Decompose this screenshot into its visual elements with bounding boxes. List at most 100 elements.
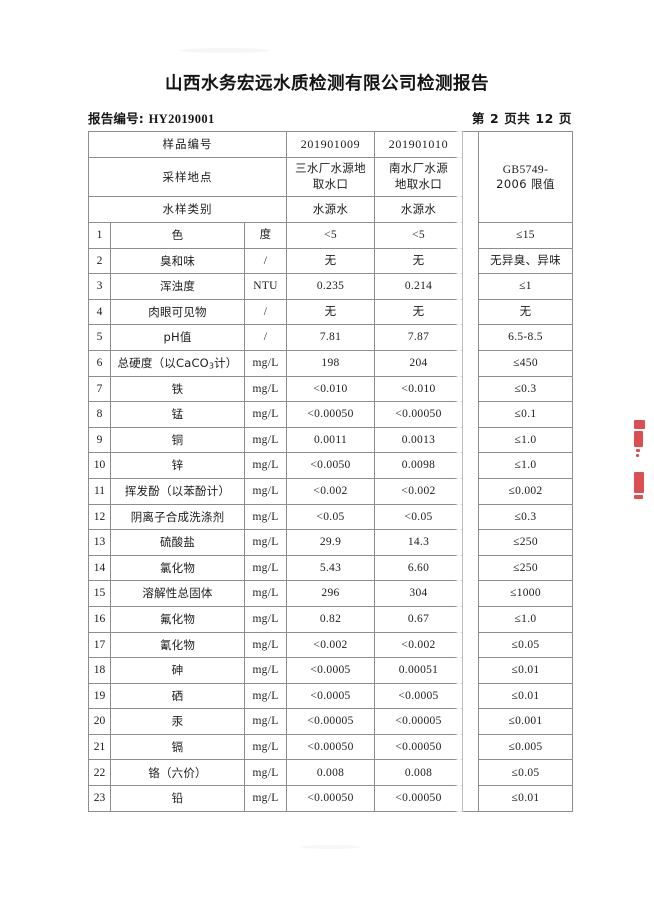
sample-1-value: 0.0011 — [286, 426, 375, 454]
sample-2-value: <0.00050 — [374, 401, 463, 428]
sample-1-value: <0.010 — [286, 375, 375, 403]
table-row: 14 氯化物 mg/L 5.43 6.60 ≤250 — [88, 554, 573, 582]
sample-1-value: 198 — [286, 349, 375, 377]
standard-limit: ≤0.01 — [478, 682, 573, 710]
standard-limit: ≤15 — [478, 222, 573, 249]
table-row: 2 臭和味 / 无无无异臭、异味 — [88, 247, 573, 275]
page-indicator: 第 2 页共 12 页 — [471, 111, 572, 126]
parameter-name: 氰化物 — [110, 631, 245, 659]
sample-2-value: 0.008 — [374, 759, 463, 787]
row-index: 6 — [88, 349, 111, 377]
sample-2-value: <0.0005 — [374, 682, 463, 710]
sample-2-number: 201901010 — [374, 131, 463, 158]
sample-1-value: <0.00050 — [286, 733, 375, 761]
parameter-name: 总硬度（以CaCO3计） — [110, 349, 245, 377]
sample-1-value: <0.002 — [286, 631, 375, 659]
row-index: 8 — [88, 401, 111, 428]
table-row: 22 铬（六价） mg/L 0.008 0.008 ≤0.05 — [88, 759, 573, 787]
row-index: 13 — [88, 529, 111, 556]
parameter-name: 铅 — [110, 785, 245, 812]
sample-2-value: 204 — [374, 349, 463, 377]
sample-2-value: 0.00051 — [374, 657, 463, 684]
parameter-unit: / — [244, 324, 287, 351]
table-row: 21 镉 mg/L <0.00050 <0.00050 ≤0.005 — [88, 733, 573, 761]
sample-2-site: 南水厂水源 地取水口 — [374, 157, 463, 197]
report-number: 报告编号: HY2019001 — [88, 108, 215, 127]
sample-1-value: 0.008 — [286, 759, 375, 787]
standard-limit: ≤0.05 — [478, 631, 573, 659]
standard-limit: 无异臭、异味 — [478, 247, 573, 275]
sample-2-value: 0.0013 — [374, 426, 463, 454]
report-header-line: 报告编号: HY2019001 第 2 页共 12 页 — [88, 108, 572, 127]
standard-limit: ≤0.001 — [478, 708, 573, 735]
standard-limit: ≤450 — [478, 349, 573, 377]
sample-1-value: 无 — [286, 247, 375, 275]
table-row: 4 肉眼可见物 / 无无无 — [88, 298, 573, 326]
row-index: 11 — [88, 477, 111, 505]
table-row: 12 阴离子合成洗涤剂 mg/L <0.05 <0.05 ≤0.3 — [88, 503, 573, 531]
sample-1-value: 7.81 — [286, 324, 375, 351]
parameter-unit: 度 — [244, 222, 287, 249]
standard-limit: ≤250 — [478, 554, 573, 582]
parameter-unit: mg/L — [244, 401, 287, 428]
row-index: 23 — [88, 785, 111, 812]
standard-limit: ≤0.01 — [478, 657, 573, 684]
standard-limit: ≤0.002 — [478, 477, 573, 505]
standard-limit: ≤1000 — [478, 580, 573, 607]
table-body: 样品编号 201901009 201901010 GB5749- 2006 限值… — [88, 131, 573, 812]
sampling-site-label: 采样地点 — [88, 157, 287, 197]
row-index: 16 — [88, 605, 111, 633]
parameter-name: 铬（六价） — [110, 759, 245, 787]
sample-2-value: 无 — [374, 247, 463, 275]
sample-1-value: <0.00050 — [286, 401, 375, 428]
sample-1-value: <0.0050 — [286, 452, 375, 479]
parameter-unit: mg/L — [244, 605, 287, 633]
parameter-unit: mg/L — [244, 759, 287, 787]
parameter-unit: mg/L — [244, 657, 287, 684]
sample-2-value: <0.00005 — [374, 708, 463, 735]
standard-limit: ≤0.1 — [478, 401, 573, 428]
row-index: 1 — [88, 222, 111, 249]
parameter-unit: mg/L — [244, 503, 287, 531]
header-row-water-type: 水样类别 水源水 水源水 — [88, 196, 573, 223]
standard-limit: ≤1.0 — [478, 452, 573, 479]
row-index: 4 — [88, 298, 111, 326]
parameter-name: 汞 — [110, 708, 245, 735]
standard-line-1: GB5749- — [502, 163, 549, 176]
sample-1-value: 0.235 — [286, 273, 375, 300]
table-row: 9 铜 mg/L 0.0011 0.0013 ≤1.0 — [88, 426, 573, 454]
row-index: 7 — [88, 375, 111, 403]
report-number-label: 报告编号: — [88, 111, 144, 126]
row-index: 15 — [88, 580, 111, 607]
sample-1-water-type: 水源水 — [286, 196, 375, 223]
standard-limit-header: GB5749- 2006 限值 — [478, 131, 573, 223]
parameter-name: 锰 — [110, 401, 245, 428]
scan-artifact-2 — [300, 845, 360, 849]
standard-limit: 无 — [478, 298, 573, 326]
standard-limit: ≤1 — [478, 273, 573, 300]
sample-2-site-line2: 地取水口 — [394, 177, 443, 191]
table-row: 18 砷 mg/L <0.0005 0.00051 ≤0.01 — [88, 657, 573, 684]
sample-1-value: <0.00005 — [286, 708, 375, 735]
parameter-name: 硒 — [110, 682, 245, 710]
sample-1-value: 29.9 — [286, 529, 375, 556]
table-row: 1 色度 <5 <5 ≤15 — [88, 222, 573, 249]
standard-limit: ≤250 — [478, 529, 573, 556]
parameter-name: 挥发酚（以苯酚计） — [110, 477, 245, 505]
row-index: 2 — [88, 247, 111, 275]
row-index: 9 — [88, 426, 111, 454]
parameter-name: 肉眼可见物 — [110, 298, 245, 326]
sample-1-site-line2: 取水口 — [312, 177, 349, 191]
parameter-name: 浑浊度 — [110, 273, 245, 300]
parameter-unit: mg/L — [244, 452, 287, 479]
water-type-label: 水样类别 — [88, 196, 287, 223]
scan-fold-column — [462, 131, 479, 812]
sample-1-site: 三水厂水源地 取水口 — [286, 157, 375, 197]
parameter-name: 镉 — [110, 733, 245, 761]
sample-2-value: 304 — [374, 580, 463, 607]
red-seal-fragment-lower — [632, 470, 654, 501]
parameter-unit: mg/L — [244, 733, 287, 761]
parameter-name: 锌 — [110, 452, 245, 479]
parameter-unit: mg/L — [244, 349, 287, 377]
